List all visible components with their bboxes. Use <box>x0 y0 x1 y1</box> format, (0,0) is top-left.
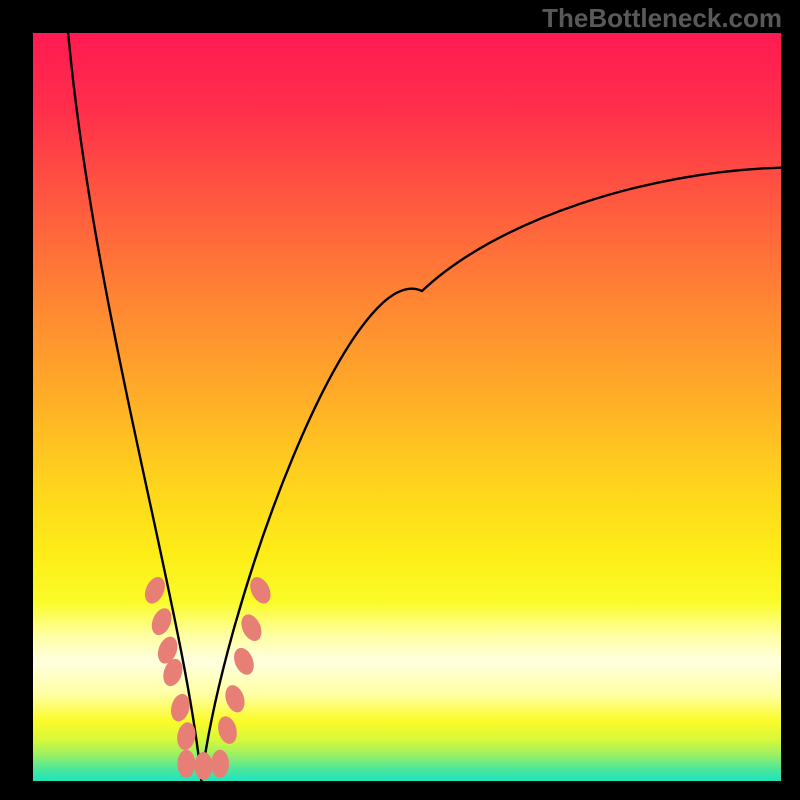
watermark: TheBottleneck.com <box>542 3 782 34</box>
marker-point <box>195 752 213 780</box>
gradient-background <box>33 33 781 781</box>
chart-root: TheBottleneck.com <box>0 0 800 800</box>
marker-point <box>177 750 195 778</box>
plot-svg <box>33 33 781 781</box>
marker-point <box>211 750 229 778</box>
